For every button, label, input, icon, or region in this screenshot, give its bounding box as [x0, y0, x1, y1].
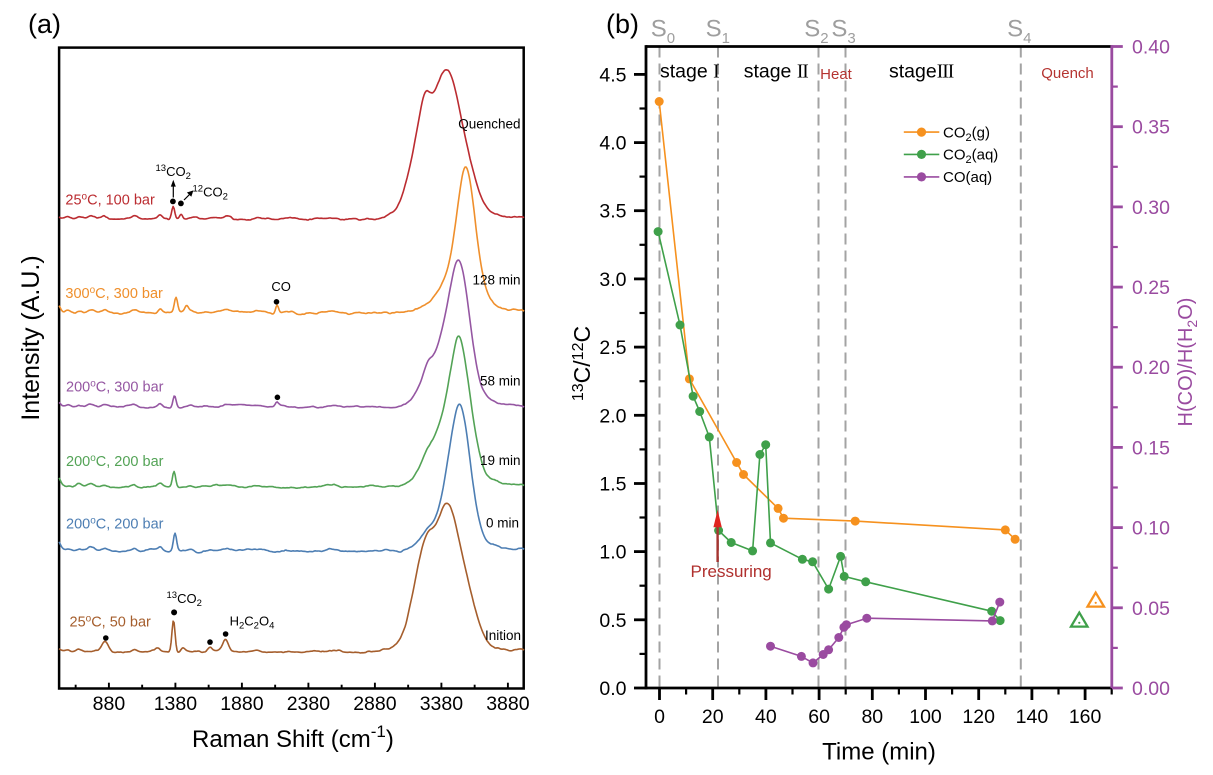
svg-text:0.0: 0.0 — [599, 678, 626, 700]
svg-text:140: 140 — [1016, 706, 1049, 728]
svg-text:2380: 2380 — [287, 693, 331, 715]
svg-text:3380: 3380 — [420, 693, 464, 715]
svg-text:0.40: 0.40 — [1132, 37, 1170, 59]
svg-text:CO2(g): CO2(g) — [943, 124, 990, 144]
svg-text:2.0: 2.0 — [599, 405, 626, 427]
svg-text:0.5: 0.5 — [599, 610, 626, 632]
svg-text:Heat: Heat — [820, 66, 853, 83]
svg-text:0: 0 — [654, 706, 665, 728]
svg-text:128 min: 128 min — [472, 273, 520, 288]
svg-text:2880: 2880 — [353, 693, 397, 715]
svg-text:13CO2: 13CO2 — [156, 163, 191, 182]
svg-text:160: 160 — [1069, 706, 1102, 728]
svg-text:3.0: 3.0 — [599, 269, 626, 291]
svg-text:4.5: 4.5 — [599, 64, 626, 86]
svg-text:Inition: Inition — [485, 628, 521, 643]
svg-text:0.25: 0.25 — [1132, 277, 1170, 299]
svg-text:H(CO)/H(H2O): H(CO)/H(H2O) — [1175, 298, 1200, 427]
svg-text:stageIII: stageIII — [889, 61, 954, 83]
svg-text:0.00: 0.00 — [1132, 678, 1170, 700]
svg-text:200oC, 200 bar: 200oC, 200 bar — [66, 453, 164, 470]
svg-text:0.35: 0.35 — [1132, 117, 1170, 139]
svg-text:0.15: 0.15 — [1132, 437, 1170, 459]
svg-text:200oC, 200 bar: 200oC, 200 bar — [66, 516, 164, 533]
svg-text:1880: 1880 — [220, 693, 264, 715]
svg-text:880: 880 — [93, 693, 126, 715]
svg-text:120: 120 — [962, 706, 995, 728]
svg-text:Quench: Quench — [1041, 65, 1094, 82]
svg-text:(a): (a) — [28, 9, 61, 39]
svg-text:S4: S4 — [1007, 16, 1031, 48]
svg-text:4.0: 4.0 — [599, 133, 626, 155]
svg-text:(b): (b) — [606, 9, 639, 39]
svg-text:300oC, 300 bar: 300oC, 300 bar — [65, 285, 163, 302]
svg-text:13C/12C: 13C/12C — [569, 326, 595, 401]
svg-text:Quenched: Quenched — [458, 117, 520, 132]
svg-text:58 min: 58 min — [480, 374, 521, 389]
svg-text:CO: CO — [271, 279, 291, 294]
svg-text:0.20: 0.20 — [1132, 357, 1170, 379]
svg-text:3880: 3880 — [486, 693, 530, 715]
svg-text:CO(aq): CO(aq) — [943, 169, 992, 186]
svg-text:CO2(aq): CO2(aq) — [943, 147, 998, 167]
svg-text:0.30: 0.30 — [1132, 197, 1170, 219]
svg-text:S3: S3 — [831, 16, 855, 48]
svg-text:19 min: 19 min — [480, 453, 521, 468]
svg-text:200oC, 300 bar: 200oC, 300 bar — [66, 379, 164, 396]
svg-text:1380: 1380 — [154, 693, 198, 715]
svg-text:2.5: 2.5 — [599, 337, 626, 359]
svg-text:3.5: 3.5 — [599, 201, 626, 223]
svg-text:13CO2: 13CO2 — [167, 590, 202, 609]
svg-text:stage I: stage I — [660, 61, 720, 83]
svg-text:25oC, 100 bar: 25oC, 100 bar — [65, 192, 155, 209]
svg-text:0.10: 0.10 — [1132, 518, 1170, 540]
svg-text:0.05: 0.05 — [1132, 598, 1170, 620]
svg-text:80: 80 — [861, 706, 883, 728]
svg-text:0 min: 0 min — [486, 516, 519, 531]
svg-text:12CO2: 12CO2 — [193, 184, 228, 203]
svg-text:Raman Shift (cm-1): Raman Shift (cm-1) — [192, 722, 394, 753]
svg-text:Time (min): Time (min) — [822, 739, 936, 766]
svg-text:100: 100 — [909, 706, 942, 728]
svg-text:40: 40 — [755, 706, 777, 728]
svg-text:Intensity (A.U.): Intensity (A.U.) — [17, 255, 45, 420]
svg-text:60: 60 — [808, 706, 830, 728]
svg-text:1.5: 1.5 — [599, 474, 626, 496]
svg-text:1.0: 1.0 — [599, 542, 626, 564]
svg-text:Pressuring: Pressuring — [691, 562, 772, 581]
svg-text:25oC, 50 bar: 25oC, 50 bar — [70, 614, 152, 631]
svg-text:20: 20 — [702, 706, 724, 728]
svg-text:stage II: stage II — [744, 61, 809, 83]
